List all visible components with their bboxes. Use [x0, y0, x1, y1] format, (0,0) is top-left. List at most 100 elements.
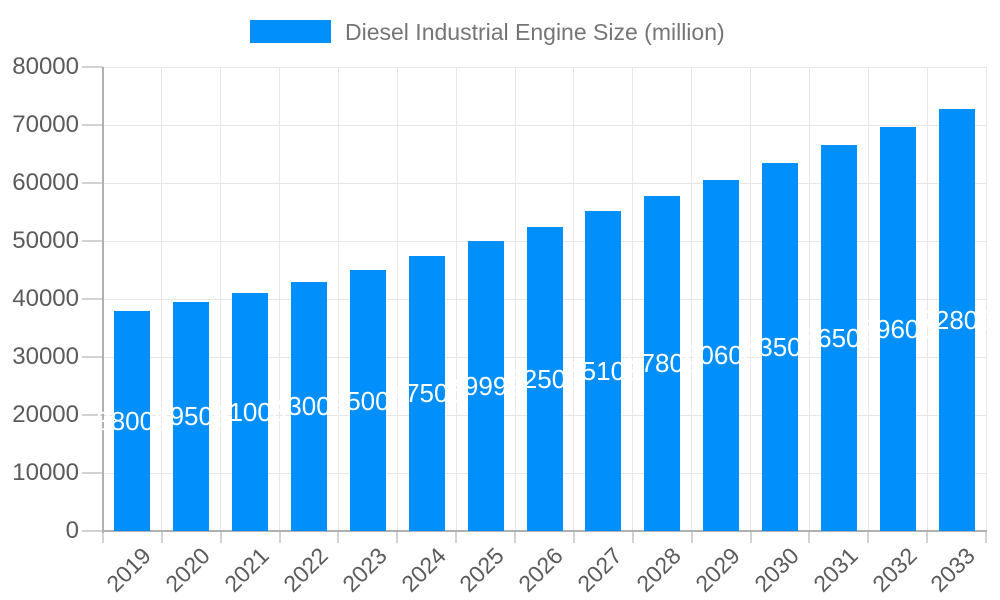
x-axis-label: 2026	[513, 542, 569, 597]
x-gridline	[220, 67, 222, 531]
x-axis-tick	[102, 531, 104, 543]
bar-2026[interactable]	[526, 226, 563, 531]
x-axis-tick	[278, 531, 281, 543]
y-axis-tick	[82, 240, 103, 242]
x-axis-label: 2022	[278, 542, 333, 597]
bar-value-label: 38000	[96, 405, 169, 436]
x-axis-tick	[572, 531, 575, 543]
x-axis-tick	[867, 531, 870, 543]
y-gridline	[103, 182, 986, 184]
x-gridline	[573, 67, 575, 531]
x-axis-tick	[749, 531, 752, 543]
y-axis-tick	[82, 414, 103, 416]
x-gridline	[514, 67, 516, 531]
x-axis-label: 2019	[101, 542, 157, 597]
bar-2025[interactable]	[467, 241, 504, 531]
bar-2021[interactable]	[232, 293, 269, 531]
bar-2027[interactable]	[585, 211, 622, 531]
y-axis-label: 50000	[12, 227, 79, 254]
x-axis-label: 2028	[631, 542, 686, 597]
bar-2022[interactable]	[291, 281, 328, 531]
bar-2028[interactable]	[644, 195, 681, 531]
x-axis-tick	[455, 531, 458, 543]
x-axis-label: 2024	[395, 542, 451, 597]
legend-swatch-icon	[250, 20, 331, 43]
bar-value-label: 39500	[155, 401, 228, 432]
x-axis-tick	[337, 531, 340, 543]
bar-2033[interactable]	[938, 108, 975, 531]
y-axis-label: 70000	[12, 111, 79, 138]
x-axis-label: 2020	[160, 542, 215, 597]
y-gridline	[103, 124, 986, 126]
x-axis-tick	[631, 531, 634, 543]
bar-value-label: 47500	[390, 378, 463, 409]
bar-value-label: 60600	[684, 340, 758, 371]
x-axis-label: 2023	[337, 542, 392, 597]
bar-value-label: 49999	[449, 371, 522, 401]
bar-value-label: 45000	[331, 385, 405, 416]
y-axis-tick	[82, 356, 103, 358]
y-axis-label: 40000	[12, 285, 79, 312]
bar-2030[interactable]	[761, 162, 798, 531]
x-gridline	[632, 67, 634, 531]
x-axis-label: 2027	[572, 542, 628, 597]
y-axis-line	[102, 67, 104, 533]
x-gridline	[750, 67, 752, 531]
x-axis-tick	[985, 531, 987, 543]
y-axis-tick	[82, 66, 103, 68]
bar-value-label: 43000	[272, 391, 346, 422]
x-gridline	[691, 67, 693, 531]
x-axis-tick	[160, 531, 163, 543]
bar-2024[interactable]	[408, 255, 445, 531]
bar-value-label: 66500	[802, 323, 875, 354]
bar-value-label: 52500	[508, 363, 581, 394]
y-axis-tick	[82, 182, 103, 184]
x-gridline	[808, 67, 810, 531]
x-axis-line	[102, 530, 987, 532]
x-gridline	[279, 67, 281, 531]
bar-value-label: 57800	[626, 348, 699, 379]
bar-2023[interactable]	[349, 270, 386, 531]
x-axis-tick	[514, 531, 517, 543]
y-axis-label: 20000	[12, 401, 79, 428]
x-axis-tick	[926, 531, 929, 543]
x-axis-tick	[808, 531, 811, 543]
x-axis-tick	[219, 531, 222, 543]
bar-2020[interactable]	[173, 301, 210, 531]
y-axis-tick	[82, 472, 103, 474]
x-axis-label: 2025	[454, 542, 510, 597]
x-axis-label: 2029	[690, 542, 745, 597]
bar-2031[interactable]	[820, 145, 857, 531]
bar-2032[interactable]	[879, 127, 916, 531]
x-gridline	[396, 67, 398, 531]
y-axis-label: 60000	[12, 169, 79, 196]
y-axis-label: 0	[65, 517, 79, 544]
x-gridline	[161, 67, 163, 531]
y-axis-label: 10000	[12, 459, 79, 486]
x-axis-label: 2021	[219, 542, 274, 597]
chart-title: Diesel Industrial Engine Size (million)	[345, 19, 725, 45]
y-axis-tick	[82, 530, 103, 532]
x-axis-label: 2032	[866, 542, 922, 597]
x-axis-label: 2033	[925, 542, 981, 597]
x-axis-tick	[396, 531, 399, 543]
x-axis-label: 2031	[807, 542, 863, 597]
bar-2019[interactable]	[114, 310, 151, 531]
bar-value-label: 69600	[861, 314, 934, 345]
x-gridline	[455, 67, 457, 531]
bar-value-label: 55100	[567, 356, 640, 387]
bar-value-label: 41000	[214, 397, 287, 428]
bar-2029[interactable]	[703, 179, 740, 531]
y-axis-label: 30000	[12, 343, 79, 370]
y-gridline	[103, 66, 986, 68]
y-axis-label: 80000	[12, 53, 79, 80]
x-gridline	[985, 67, 987, 531]
x-gridline	[926, 67, 928, 531]
y-axis-tick	[82, 124, 103, 126]
x-gridline	[867, 67, 869, 531]
bar-value-label: 63500	[743, 331, 817, 362]
x-axis-tick	[690, 531, 693, 543]
x-axis-label: 2030	[749, 542, 804, 597]
y-axis-tick	[82, 298, 103, 300]
